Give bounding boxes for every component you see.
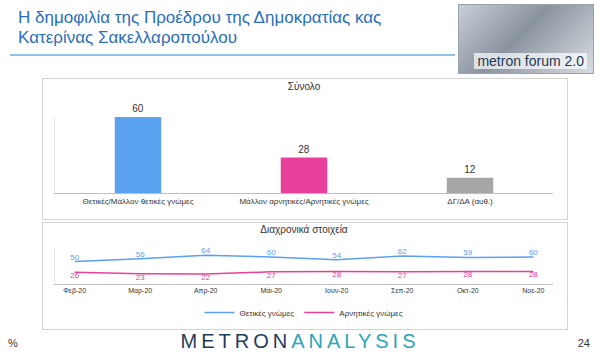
svg-text:62: 62 [398, 247, 407, 256]
svg-text:Σεπ-20: Σεπ-20 [391, 287, 414, 294]
svg-text:Μάλλον αρνητικές/Αρνητικές γνώ: Μάλλον αρνητικές/Αρνητικές γνώμες [239, 197, 368, 206]
svg-text:56: 56 [136, 250, 145, 259]
svg-text:Αρνητικές γνώμες: Αρνητικές γνώμες [339, 309, 402, 318]
svg-text:28: 28 [529, 270, 538, 279]
svg-text:22: 22 [201, 273, 210, 282]
svg-text:28: 28 [332, 270, 341, 279]
svg-text:27: 27 [267, 271, 276, 280]
html-text:metron forum 2.0: metron forum 2.0 [477, 53, 584, 69]
svg-text:Ιουν-20: Ιουν-20 [325, 287, 348, 294]
svg-text:Μαρ-20: Μαρ-20 [128, 287, 152, 295]
svg-text:50: 50 [70, 253, 79, 262]
svg-text:64: 64 [201, 246, 210, 255]
svg-text:Θετικές/Μάλλον θετικές γνώμες: Θετικές/Μάλλον θετικές γνώμες [82, 197, 193, 206]
svg-text:28: 28 [463, 270, 472, 279]
html-text:METRON ANALYSIS: METRON ANALYSIS [180, 330, 420, 352]
svg-text:27: 27 [398, 271, 407, 280]
svg-text:Σύνολο: Σύνολο [288, 81, 321, 92]
svg-text:Θετικές γνώμες: Θετικές γνώμες [240, 309, 295, 318]
svg-text:Διαχρονικά στοιχεία: Διαχρονικά στοιχεία [260, 224, 348, 235]
svg-text:ΔΓ/ΔΑ (αυθ.): ΔΓ/ΔΑ (αυθ.) [447, 197, 493, 206]
svg-text:54: 54 [332, 251, 341, 260]
svg-text:Οκτ-20: Οκτ-20 [457, 287, 479, 294]
svg-text:12: 12 [464, 164, 476, 175]
svg-text:Φεβ-20: Φεβ-20 [63, 287, 86, 295]
svg-text:Απρ-20: Απρ-20 [194, 287, 218, 295]
html-text:24: 24 [577, 337, 590, 349]
svg-text:28: 28 [298, 144, 310, 155]
svg-text:60: 60 [267, 248, 276, 257]
html-text:Η δημοφιλία της Προέδρου της Δ: Η δημοφιλία της Προέδρου της Δημοκρατίας… [18, 8, 382, 47]
svg-text:60: 60 [132, 103, 144, 114]
svg-text:Νοε-20: Νοε-20 [522, 287, 544, 294]
svg-text:59: 59 [463, 248, 472, 257]
svg-text:60: 60 [529, 248, 538, 257]
svg-text:26: 26 [70, 271, 79, 280]
svg-text:Μάι-20: Μάι-20 [260, 287, 282, 294]
svg-text:23: 23 [136, 273, 145, 282]
